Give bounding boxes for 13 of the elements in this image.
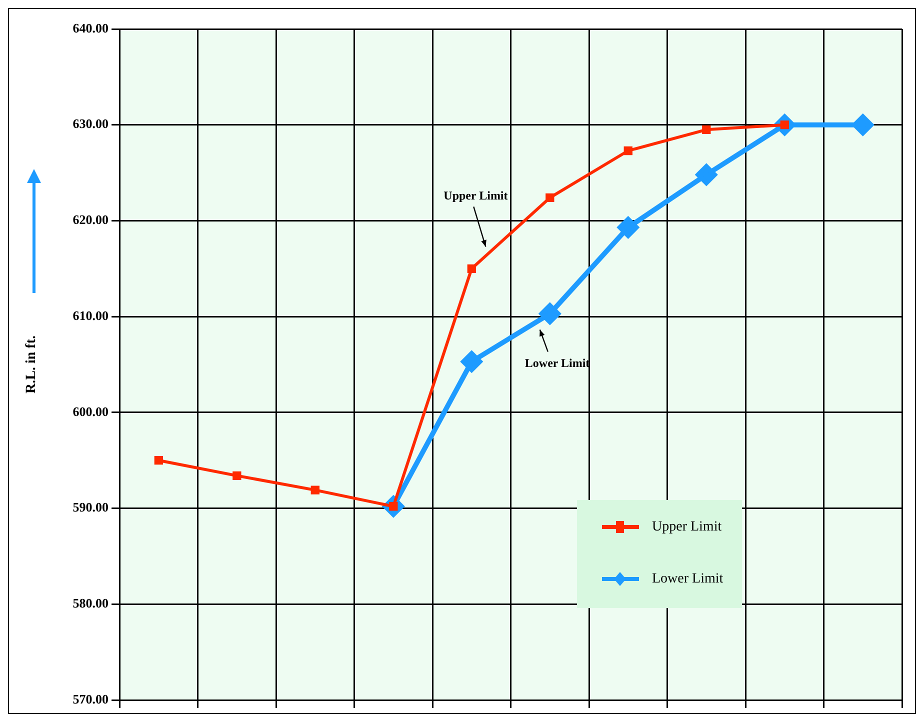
y-tick-label: 590.00: [72, 500, 109, 515]
y-axis-title: R.L. in ft.: [24, 336, 40, 394]
y-tick-label: 640.00: [72, 20, 109, 36]
y-tick-label: 580.00: [72, 596, 109, 610]
y-tick-label: 630.00: [72, 116, 109, 132]
legend-label: Upper Limit: [652, 520, 722, 535]
annotation: Upper Limit: [444, 188, 508, 203]
y-tick-label: 620.00: [72, 212, 109, 228]
annotation: Lower Limit: [524, 356, 590, 370]
y-tick-label: 570.00: [72, 691, 109, 706]
y-tick-label: 610.00: [72, 308, 109, 323]
legend-label: Lower Limit: [652, 572, 724, 587]
y-tick-label: 600.00: [72, 404, 109, 419]
